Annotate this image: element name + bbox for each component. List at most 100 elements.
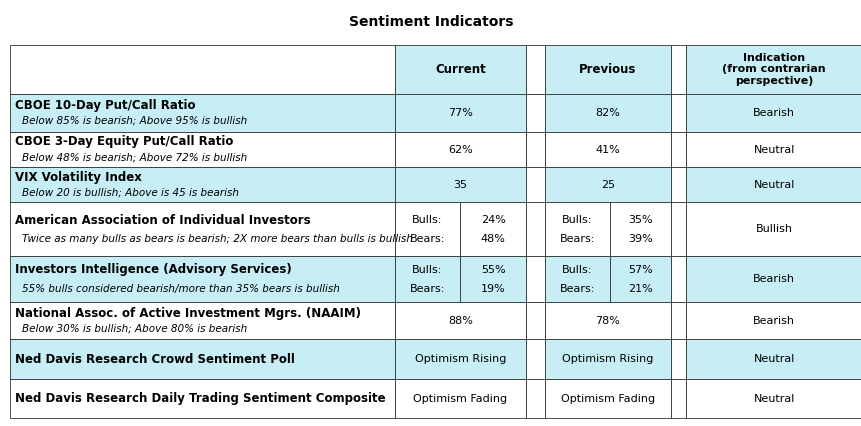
- Bar: [10, 340, 394, 379]
- Text: Previous: Previous: [579, 63, 635, 76]
- Bar: [525, 379, 544, 418]
- Bar: [525, 340, 544, 379]
- Bar: [394, 45, 525, 94]
- Bar: [610, 202, 670, 256]
- Bar: [10, 202, 394, 256]
- Bar: [544, 302, 670, 340]
- Bar: [10, 94, 394, 132]
- Bar: [685, 132, 861, 167]
- Text: 55% bulls considered bearish/more than 35% bears is bullish: 55% bulls considered bearish/more than 3…: [22, 284, 339, 294]
- Bar: [544, 256, 610, 302]
- Text: Neutral: Neutral: [753, 144, 794, 155]
- Bar: [670, 379, 685, 418]
- Bar: [10, 132, 394, 167]
- Text: Optimism Fading: Optimism Fading: [412, 394, 507, 404]
- Text: 62%: 62%: [448, 144, 472, 155]
- Text: Neutral: Neutral: [753, 354, 794, 364]
- Bar: [670, 302, 685, 340]
- Text: Investors Intelligence (Advisory Services): Investors Intelligence (Advisory Service…: [15, 263, 291, 276]
- Bar: [460, 256, 525, 302]
- Text: 35: 35: [453, 180, 467, 190]
- Bar: [394, 340, 525, 379]
- Text: Bulls:: Bulls:: [412, 265, 443, 275]
- Bar: [525, 302, 544, 340]
- Text: American Association of Individual Investors: American Association of Individual Inves…: [15, 213, 310, 227]
- Bar: [10, 379, 394, 418]
- Bar: [10, 45, 394, 94]
- Text: 82%: 82%: [595, 108, 619, 118]
- Bar: [670, 94, 685, 132]
- Bar: [10, 167, 394, 202]
- Bar: [544, 167, 670, 202]
- Text: 24%: 24%: [480, 215, 505, 225]
- Bar: [525, 202, 544, 256]
- Bar: [685, 94, 861, 132]
- Text: Below 48% is bearish; Above 72% is bullish: Below 48% is bearish; Above 72% is bulli…: [22, 152, 246, 162]
- Text: Bulls:: Bulls:: [561, 265, 592, 275]
- Text: Sentiment Indicators: Sentiment Indicators: [349, 15, 512, 29]
- Text: Bears:: Bears:: [409, 284, 445, 294]
- Bar: [670, 45, 685, 94]
- Bar: [670, 167, 685, 202]
- Bar: [685, 256, 861, 302]
- Bar: [685, 45, 861, 94]
- Text: Optimism Rising: Optimism Rising: [414, 354, 505, 364]
- Bar: [544, 379, 670, 418]
- Bar: [394, 202, 460, 256]
- Text: Neutral: Neutral: [753, 180, 794, 190]
- Text: 77%: 77%: [448, 108, 472, 118]
- Text: CBOE 3-Day Equity Put/Call Ratio: CBOE 3-Day Equity Put/Call Ratio: [15, 135, 232, 148]
- Bar: [525, 167, 544, 202]
- Bar: [544, 45, 670, 94]
- Text: 55%: 55%: [480, 265, 505, 275]
- Text: Bearish: Bearish: [753, 274, 794, 284]
- Text: Bears:: Bears:: [559, 284, 595, 294]
- Text: 57%: 57%: [628, 265, 652, 275]
- Text: 25: 25: [600, 180, 614, 190]
- Text: Bearish: Bearish: [753, 316, 794, 326]
- Text: 19%: 19%: [480, 284, 505, 294]
- Bar: [544, 132, 670, 167]
- Bar: [460, 202, 525, 256]
- Bar: [394, 167, 525, 202]
- Text: Optimism Fading: Optimism Fading: [560, 394, 654, 404]
- Text: 35%: 35%: [628, 215, 652, 225]
- Text: 21%: 21%: [628, 284, 652, 294]
- Text: Current: Current: [435, 63, 485, 76]
- Text: Bearish: Bearish: [753, 108, 794, 118]
- Bar: [525, 45, 544, 94]
- Bar: [685, 379, 861, 418]
- Text: 41%: 41%: [595, 144, 619, 155]
- Text: National Assoc. of Active Investment Mgrs. (NAAIM): National Assoc. of Active Investment Mgr…: [15, 307, 360, 320]
- Text: Bullish: Bullish: [755, 225, 791, 234]
- Text: Bulls:: Bulls:: [412, 215, 443, 225]
- Bar: [394, 94, 525, 132]
- Bar: [525, 132, 544, 167]
- Bar: [610, 256, 670, 302]
- Bar: [670, 256, 685, 302]
- Bar: [544, 340, 670, 379]
- Text: CBOE 10-Day Put/Call Ratio: CBOE 10-Day Put/Call Ratio: [15, 99, 195, 112]
- Bar: [525, 94, 544, 132]
- Bar: [670, 202, 685, 256]
- Bar: [685, 167, 861, 202]
- Bar: [10, 256, 394, 302]
- Text: Ned Davis Research Daily Trading Sentiment Composite: Ned Davis Research Daily Trading Sentime…: [15, 392, 385, 405]
- Text: VIX Volatility Index: VIX Volatility Index: [15, 171, 141, 184]
- Text: Below 20 is bullish; Above is 45 is bearish: Below 20 is bullish; Above is 45 is bear…: [22, 187, 238, 198]
- Text: Ned Davis Research Crowd Sentiment Poll: Ned Davis Research Crowd Sentiment Poll: [15, 353, 294, 366]
- Bar: [394, 379, 525, 418]
- Bar: [670, 340, 685, 379]
- Bar: [525, 256, 544, 302]
- Text: Bears:: Bears:: [409, 234, 445, 244]
- Text: Below 85% is bearish; Above 95% is bullish: Below 85% is bearish; Above 95% is bulli…: [22, 115, 246, 126]
- Text: Twice as many bulls as bears is bearish; 2X more bears than bulls is bullish: Twice as many bulls as bears is bearish;…: [22, 234, 412, 244]
- Text: 88%: 88%: [448, 316, 472, 326]
- Text: Indication
(from contrarian
perspective): Indication (from contrarian perspective): [722, 53, 825, 86]
- Text: 48%: 48%: [480, 234, 505, 244]
- Text: Bears:: Bears:: [559, 234, 595, 244]
- Bar: [10, 302, 394, 340]
- Bar: [544, 94, 670, 132]
- Bar: [685, 202, 861, 256]
- Bar: [685, 340, 861, 379]
